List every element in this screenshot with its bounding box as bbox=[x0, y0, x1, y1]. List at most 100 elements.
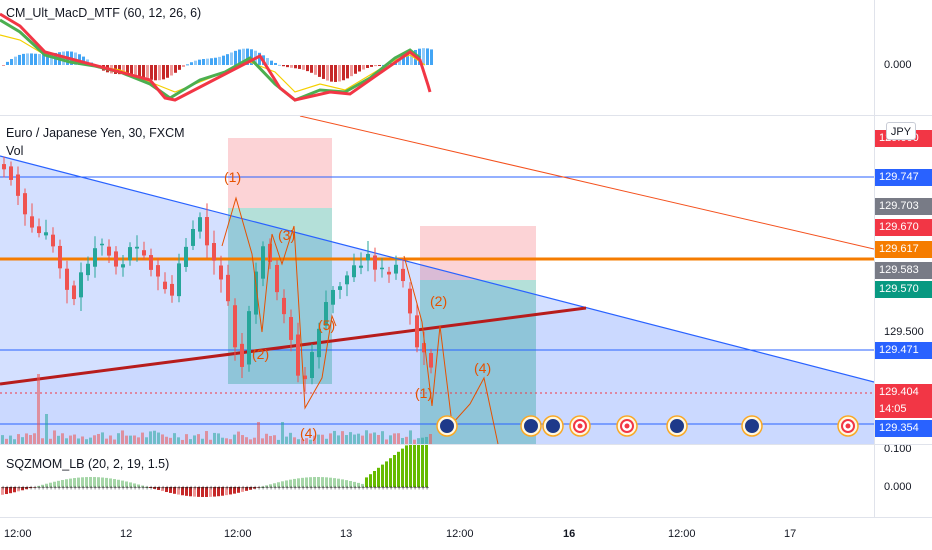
macd-histogram-bar bbox=[278, 64, 281, 66]
macd-histogram-bar bbox=[370, 65, 373, 67]
symbol-title: Euro / Japanese Yen, 30, FXCM bbox=[6, 126, 185, 140]
price-axis-label: 129.500 bbox=[884, 326, 924, 338]
momentum-bar bbox=[145, 486, 148, 488]
candle-body bbox=[324, 302, 328, 326]
candle-body bbox=[345, 275, 349, 285]
momentum-bar bbox=[273, 483, 276, 487]
momentum-bar bbox=[301, 477, 304, 487]
macd-histogram-bar bbox=[298, 65, 301, 69]
squeeze-dot: + bbox=[169, 485, 173, 492]
squeeze-dot: + bbox=[153, 485, 157, 492]
momentum-bar bbox=[417, 445, 420, 487]
macd-histogram-bar bbox=[26, 53, 29, 65]
momentum-bar bbox=[17, 487, 20, 492]
macd-histogram-bar bbox=[358, 65, 361, 72]
momentum-bar bbox=[169, 487, 172, 493]
price-tag-green: 129.570 bbox=[874, 281, 932, 298]
squeeze-dot: + bbox=[341, 485, 345, 492]
squeeze-dot: + bbox=[277, 485, 281, 492]
squeeze-dot: + bbox=[289, 485, 293, 492]
price-tag-blue: 129.354 bbox=[874, 420, 932, 437]
volume-bar bbox=[25, 433, 28, 444]
time-label: 12:00 bbox=[4, 528, 32, 540]
candle-body bbox=[191, 229, 195, 246]
time-axis[interactable]: 12:00 12 12:00 13 12:00 16 12:00 17 bbox=[0, 518, 874, 550]
time-label: 12:00 bbox=[446, 528, 474, 540]
volume-bar bbox=[49, 438, 52, 444]
candle-body bbox=[226, 274, 230, 302]
currency-button[interactable]: JPY bbox=[886, 122, 916, 140]
squeeze-dot: + bbox=[257, 485, 261, 492]
volume-bar bbox=[293, 437, 296, 444]
macd-histogram-bar bbox=[134, 65, 137, 76]
volume-bar bbox=[285, 436, 288, 444]
squeeze-dot: + bbox=[117, 485, 121, 492]
candle-body bbox=[156, 265, 160, 277]
volume-bar bbox=[213, 432, 216, 444]
momentum-bar bbox=[425, 445, 428, 487]
momentum-bar bbox=[157, 487, 160, 490]
macd-histogram-bar bbox=[398, 59, 401, 65]
volume-bar bbox=[117, 433, 120, 444]
macd-histogram-bar bbox=[362, 65, 365, 70]
volume-bar bbox=[145, 437, 148, 444]
volume-bar bbox=[257, 422, 260, 444]
squeeze-dot: + bbox=[369, 485, 373, 492]
macd-histogram-bar bbox=[266, 58, 269, 65]
volume-bar bbox=[229, 439, 232, 444]
candle-body bbox=[121, 264, 125, 268]
candle-body bbox=[359, 265, 363, 268]
candle-body bbox=[429, 353, 433, 368]
momentum-bar bbox=[365, 477, 368, 487]
macd-histogram-bar bbox=[30, 53, 33, 65]
squeeze-dot: + bbox=[185, 485, 189, 492]
candle-body bbox=[100, 243, 104, 246]
squeeze-dot: + bbox=[133, 485, 137, 492]
squeeze-dot: + bbox=[253, 485, 257, 492]
candle-body bbox=[44, 232, 48, 236]
time-label: 12 bbox=[120, 528, 133, 540]
candle-body bbox=[72, 285, 76, 300]
macd-histogram-bar bbox=[206, 58, 209, 65]
squeeze-dot: + bbox=[197, 485, 201, 492]
wave-label: (1) bbox=[415, 385, 432, 401]
economic-event-dot bbox=[745, 419, 759, 433]
sqz-pane[interactable]: + + + + + + + + + + + + + + + + + + + + + + + + + + + + + + + + + + + + + + + +… bbox=[0, 445, 874, 517]
squeeze-dot: + bbox=[105, 485, 109, 492]
momentum-bar bbox=[141, 485, 144, 487]
sqz-chart: + + + + + + + + + + + + + + + + + + + + + + + + + + + + + + + + + + + + + + + +… bbox=[1, 445, 429, 497]
squeeze-dot: + bbox=[421, 485, 425, 492]
momentum-bar bbox=[193, 487, 196, 497]
candle-body bbox=[65, 268, 69, 290]
squeeze-dot: + bbox=[389, 485, 393, 492]
volume-bar bbox=[341, 431, 344, 444]
momentum-bar bbox=[53, 481, 56, 487]
event-markers[interactable] bbox=[436, 415, 859, 437]
macd-histogram-bar bbox=[322, 65, 325, 79]
candle-body bbox=[303, 375, 307, 380]
squeeze-dot: + bbox=[273, 485, 277, 492]
macd-histogram-bar bbox=[46, 54, 49, 65]
momentum-bar bbox=[289, 479, 292, 487]
candle-body bbox=[107, 246, 111, 256]
volume-bar bbox=[105, 438, 108, 444]
candle-body bbox=[352, 265, 356, 278]
squeeze-dot: + bbox=[137, 485, 141, 492]
volume-bar bbox=[409, 430, 412, 444]
volume-bar bbox=[177, 437, 180, 444]
momentum-bar bbox=[37, 485, 40, 487]
macd-histogram-bar bbox=[366, 65, 369, 69]
momentum-bar bbox=[149, 487, 152, 488]
volume-bar bbox=[425, 436, 428, 444]
candle-body bbox=[373, 255, 377, 270]
price-pane[interactable]: (1) (3) (5) (2) (4) (2) (4) (1) Euro / J… bbox=[0, 116, 874, 444]
squeeze-dot: + bbox=[353, 485, 357, 492]
sqz-title: SQZMOM_LB (20, 2, 19, 1.5) bbox=[6, 457, 170, 471]
macd-pane[interactable]: CM_Ult_MacD_MTF (60, 12, 26, 6) bbox=[0, 0, 874, 115]
squeeze-dot: + bbox=[301, 485, 305, 492]
candle-body bbox=[177, 263, 181, 297]
macd-histogram-bar bbox=[174, 65, 177, 73]
squeeze-dot: + bbox=[97, 485, 101, 492]
volume-bar bbox=[113, 439, 116, 444]
macd-histogram-bar bbox=[214, 57, 217, 65]
